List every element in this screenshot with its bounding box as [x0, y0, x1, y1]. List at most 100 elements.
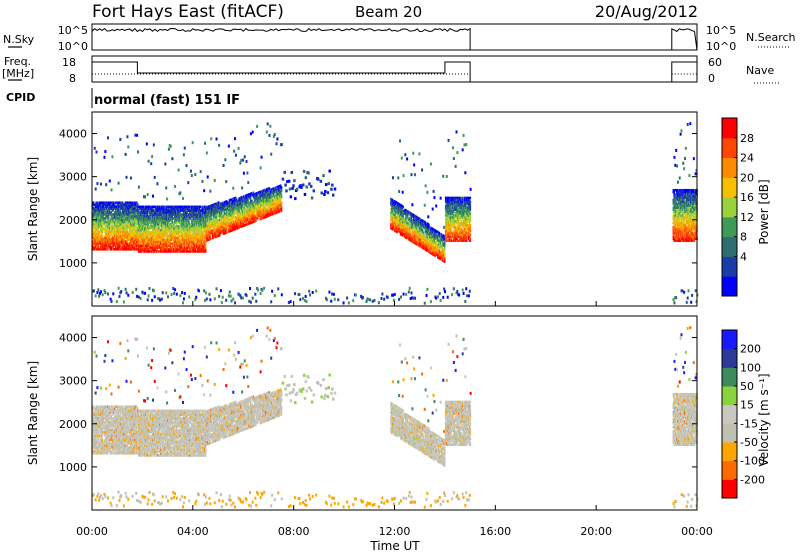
power-cell [209, 224, 211, 227]
power-cell [172, 242, 174, 245]
power-cell [153, 238, 156, 242]
power-cell [242, 195, 245, 198]
power-cell [136, 222, 138, 226]
power-cell [185, 219, 188, 222]
power-cell [150, 221, 152, 224]
power-cell [108, 224, 111, 228]
power-cell [249, 286, 252, 290]
power-cell [211, 217, 213, 221]
power-cell [138, 238, 141, 242]
power-cell [178, 248, 180, 251]
power-cell [414, 296, 417, 300]
power-cell [423, 243, 426, 247]
power-cell [279, 194, 281, 198]
power-cell [236, 219, 239, 222]
power-cell [394, 218, 397, 221]
power-cell [406, 230, 408, 234]
power-cell [152, 289, 155, 293]
power-cell [152, 143, 155, 147]
power-cell [204, 250, 207, 253]
power-cell [95, 215, 98, 218]
power-cell [264, 213, 267, 217]
power-cell [122, 244, 125, 247]
power-cell [96, 240, 98, 243]
power-cell [428, 229, 430, 232]
power-cell [407, 234, 410, 237]
power-cell [130, 207, 133, 210]
power-cell [439, 196, 442, 200]
power-cell [178, 213, 180, 216]
power-cell [413, 221, 415, 225]
power-cell [181, 291, 184, 295]
power-cell [406, 225, 409, 229]
power-cell [421, 242, 424, 246]
power-cell [433, 230, 435, 234]
power-cell [410, 216, 412, 219]
power-cell [426, 228, 428, 231]
power-cell [255, 207, 257, 211]
power-cell [262, 189, 264, 193]
power-cell [255, 204, 257, 207]
power-cell [184, 209, 187, 212]
power-cell [199, 213, 202, 216]
power-cell [159, 228, 162, 232]
power-cell [444, 196, 447, 200]
power-cell [165, 207, 167, 211]
power-cell [106, 211, 109, 214]
power-cell [145, 242, 148, 245]
power-cell [269, 208, 271, 211]
power-cell [229, 294, 232, 298]
power-cell [124, 213, 127, 216]
power-cell [195, 215, 197, 218]
power-cell [220, 215, 223, 219]
power-cell [228, 230, 231, 233]
power-cell [196, 224, 198, 228]
power-cell [137, 217, 140, 220]
power-cell [95, 203, 98, 206]
power-cell [114, 215, 117, 218]
power-cell [398, 212, 400, 216]
power-cell [399, 211, 401, 214]
power-cell [121, 226, 124, 230]
power-cell [264, 211, 267, 215]
power-cell [129, 222, 132, 226]
power-cell [95, 238, 98, 241]
power-cell [429, 236, 432, 239]
power-cell [114, 216, 117, 220]
power-cell [431, 243, 434, 246]
power-cell [241, 203, 243, 207]
power-cell [153, 226, 156, 230]
power-cell [137, 236, 140, 240]
power-cell [267, 201, 270, 204]
power-cell [137, 224, 140, 228]
power-cell [156, 248, 158, 251]
power-cell [188, 236, 190, 240]
power-cell [174, 246, 177, 249]
power-cell [93, 238, 96, 241]
power-cell [280, 201, 283, 205]
power-cell [241, 209, 244, 212]
power-cell [195, 226, 197, 230]
power-cell [192, 228, 195, 232]
power-cell [168, 242, 171, 245]
power-cell [225, 219, 227, 223]
power-cell [164, 215, 166, 218]
power-cell [141, 246, 143, 249]
power-cell [224, 212, 226, 215]
power-cell [144, 234, 146, 238]
power-cell [169, 226, 172, 230]
power-cell [219, 204, 222, 208]
power-cell [433, 240, 435, 243]
power-cell [436, 251, 438, 255]
power-cell [245, 196, 248, 199]
power-cell [136, 236, 138, 239]
power-cell [108, 203, 111, 206]
power-cell [218, 224, 220, 228]
power-cell [218, 222, 220, 226]
power-cell [445, 237, 448, 240]
power-cell [203, 217, 205, 220]
power-cell [275, 192, 277, 195]
power-cell [390, 223, 392, 226]
power-cell [172, 250, 174, 253]
power-cell [218, 143, 221, 147]
